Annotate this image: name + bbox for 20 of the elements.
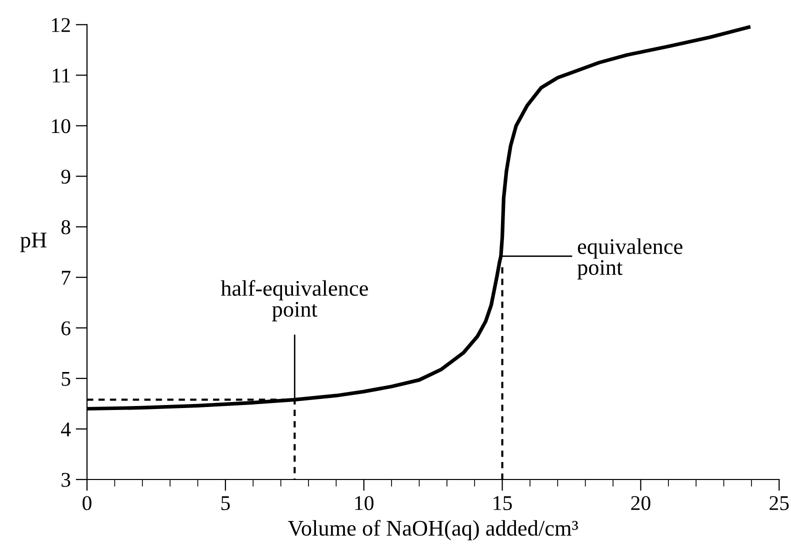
y-tick-label: 5 <box>62 372 70 386</box>
annotation: half-equivalence point <box>220 280 368 322</box>
x-tick-label: 10 <box>355 496 374 510</box>
y-tick-label: 10 <box>52 119 70 134</box>
y-tick-label: 9 <box>61 170 70 184</box>
x-tick-label: 0 <box>82 496 92 510</box>
y-axis-title: pH <box>20 232 46 252</box>
y-tick-label: 8 <box>61 220 70 234</box>
y-tick-label: 6 <box>62 321 70 336</box>
annotation: equivalence point <box>577 238 682 280</box>
x-tick-label: 25 <box>770 496 789 510</box>
y-tick-label: 4 <box>61 422 71 436</box>
x-axis-title: Volume of NaOH(aq) added/cm³ <box>288 520 578 540</box>
x-tick-label: 5 <box>221 496 230 510</box>
y-tick-label: 7 <box>62 270 70 285</box>
x-tick-label: 20 <box>631 496 650 510</box>
y-tick-label: 3 <box>62 472 70 487</box>
y-tick-label: 12 <box>52 18 70 32</box>
x-tick-label: 15 <box>494 496 512 510</box>
y-tick-label: 11 <box>52 68 70 82</box>
